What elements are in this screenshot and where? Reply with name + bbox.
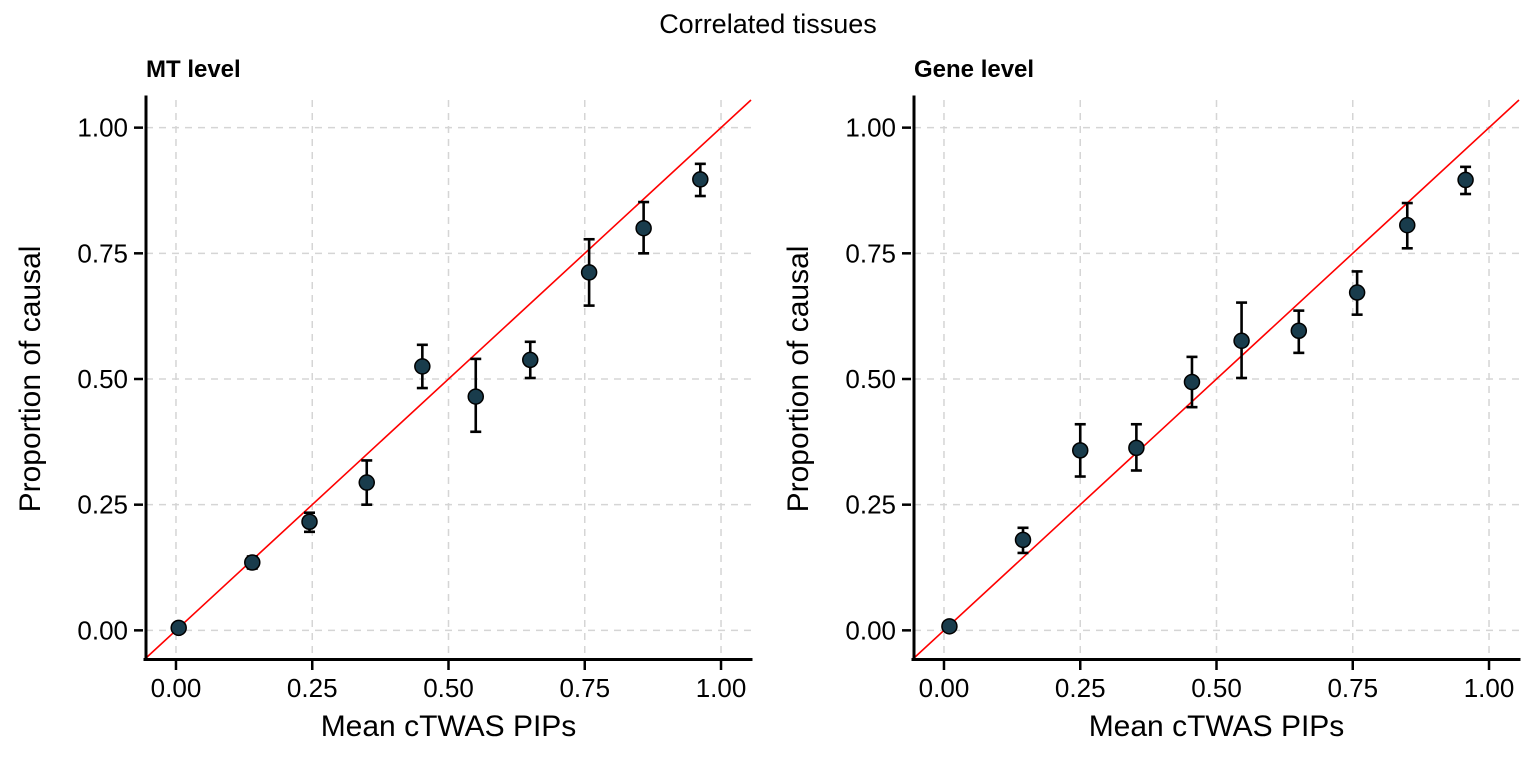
- x-tick-label: 0.50: [423, 673, 474, 703]
- x-axis-title: Mean cTWAS PIPs: [321, 710, 577, 743]
- y-axis-title: Proportion of causal: [782, 246, 815, 513]
- data-point: [1014, 531, 1032, 549]
- grid-lines: [146, 100, 751, 658]
- y-axis-title: Proportion of causal: [14, 246, 47, 513]
- x-tick-label: 0.00: [919, 673, 970, 703]
- y-tick-label: 0.50: [845, 364, 896, 394]
- tick-labels: 0.00 0.25 0.50 0.75 1.00 0.00 0.25 0.50 0.75 1.00: [77, 113, 746, 703]
- data-point: [414, 358, 431, 375]
- data-point: [1233, 332, 1250, 350]
- data-point: [522, 351, 539, 369]
- data-point: [941, 618, 958, 635]
- y-tick-label: 0.25: [845, 490, 896, 520]
- y-tick-label: 0.00: [77, 615, 128, 645]
- axes: [911, 95, 1521, 661]
- x-tick-label: 0.50: [1191, 673, 1242, 703]
- x-tick-label: 1.00: [696, 673, 747, 703]
- data-point: [301, 513, 318, 531]
- data-point: [1348, 284, 1366, 301]
- data-points: [941, 171, 1474, 635]
- tick-labels: 0.00 0.25 0.50 0.75 1.00 0.00 0.25 0.50 0.75 1.00: [845, 113, 1514, 703]
- x-tick-label: 0.75: [559, 673, 610, 703]
- data-point: [635, 219, 652, 237]
- data-point: [580, 264, 598, 281]
- data-point: [358, 474, 375, 491]
- y-tick-label: 1.00: [77, 113, 128, 143]
- y-tick-label: 0.25: [77, 490, 128, 520]
- data-point: [170, 619, 187, 637]
- data-point: [1457, 171, 1474, 189]
- y-tick-label: 1.00: [845, 113, 896, 143]
- figure-title: Correlated tissues: [659, 9, 877, 39]
- data-point: [1399, 216, 1416, 234]
- data-points: [170, 171, 709, 637]
- x-axis-title: Mean cTWAS PIPs: [1089, 710, 1345, 743]
- panel-subtitle: Gene level: [914, 56, 1034, 83]
- axis-ticks: [134, 126, 723, 670]
- x-tick-label: 0.00: [151, 673, 202, 703]
- data-point: [1183, 373, 1201, 391]
- y-tick-label: 0.50: [77, 364, 128, 394]
- x-tick-label: 0.25: [1055, 673, 1106, 703]
- data-point: [1071, 442, 1089, 459]
- y-tick-label: 0.00: [845, 615, 896, 645]
- error-bars: [943, 165, 1472, 631]
- data-point: [1128, 439, 1145, 457]
- chart-panel-gene-level: 0.00 0.25 0.50 0.75 1.00 0.00 0.25 0.50 0.75 1.00…: [782, 56, 1521, 743]
- x-tick-label: 0.25: [287, 673, 338, 703]
- data-point: [244, 554, 261, 571]
- y-tick-label: 0.75: [845, 238, 896, 268]
- axis-ticks: [902, 126, 1491, 670]
- x-tick-label: 1.00: [1464, 673, 1515, 703]
- y-tick-label: 0.75: [77, 238, 128, 268]
- panel-subtitle: MT level: [146, 56, 241, 83]
- data-point: [1290, 322, 1308, 339]
- chart-panel-mt-level: 0.00 0.25 0.50 0.75 1.00 0.00 0.25 0.50 0.75 1.00…: [14, 56, 753, 743]
- data-point: [692, 171, 709, 188]
- x-tick-label: 0.75: [1327, 673, 1378, 703]
- data-point: [467, 388, 485, 405]
- axes: [143, 95, 753, 661]
- identity-reference-line: [913, 99, 1520, 659]
